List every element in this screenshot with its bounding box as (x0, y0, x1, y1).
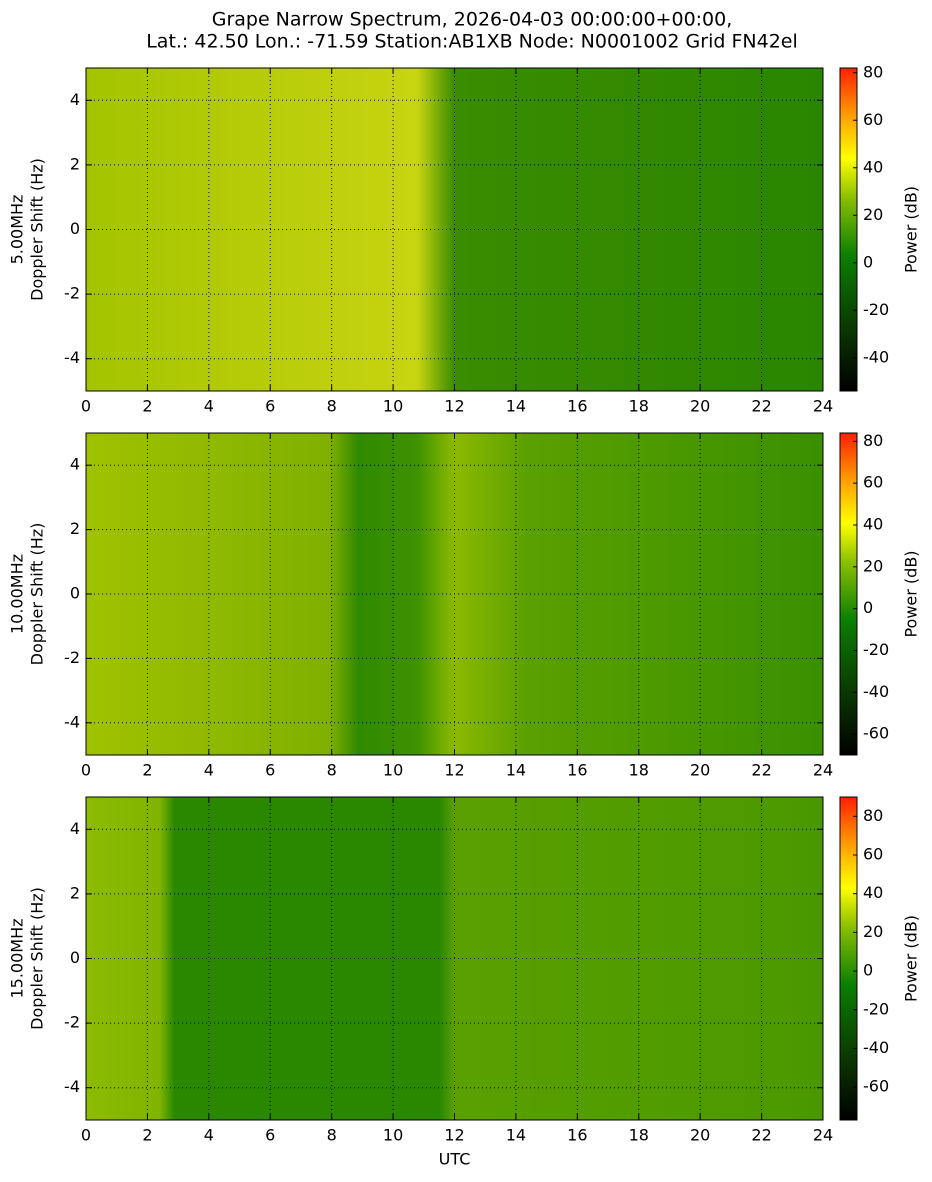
colorbar-tick-label: 0 (863, 252, 873, 271)
y-tick-label: -4 (64, 712, 80, 731)
x-tick-label: 4 (204, 1126, 214, 1145)
x-tick-label: 6 (265, 761, 275, 780)
y-axis-label: 5.00MHz (8, 195, 27, 265)
colorbar-label: Power (dB) (902, 915, 921, 1002)
colorbar-label: Power (dB) (902, 186, 921, 273)
colorbar-tick-label: -20 (863, 300, 889, 319)
colorbar-tick-label: 60 (863, 473, 883, 492)
y-tick-label: -4 (64, 348, 80, 367)
x-tick-label: 20 (690, 1126, 710, 1145)
x-axis-label: UTC (439, 1150, 471, 1169)
y-axis-label: Doppler Shift (Hz) (28, 158, 47, 301)
y-tick-label: -2 (64, 648, 80, 667)
x-tick-label: 0 (81, 761, 91, 780)
x-tick-label: 18 (629, 397, 649, 416)
y-tick-label: 4 (70, 90, 80, 109)
x-tick-label: 24 (813, 397, 833, 416)
x-tick-label: 12 (444, 761, 464, 780)
x-tick-label: 8 (327, 761, 337, 780)
x-tick-label: 14 (506, 761, 526, 780)
y-tick-label: 2 (70, 519, 80, 538)
x-tick-label: 16 (567, 1126, 587, 1145)
y-tick-label: 0 (70, 948, 80, 967)
chart-title: Grape Narrow Spectrum, 2026-04-03 00:00:… (212, 9, 733, 31)
y-axis-label: 15.00MHz (8, 918, 27, 998)
x-tick-label: 0 (81, 397, 91, 416)
colorbar-tick-label: 60 (863, 845, 883, 864)
colorbar-tick-label: -40 (863, 682, 889, 701)
plot-frame (85, 796, 824, 1121)
colorbar-tick-label: -40 (863, 347, 889, 366)
y-tick-label: -4 (64, 1077, 80, 1096)
y-tick-label: -2 (64, 284, 80, 303)
colorbar-tick-label: 0 (863, 961, 873, 980)
x-tick-label: 14 (506, 397, 526, 416)
x-tick-label: 6 (265, 397, 275, 416)
colorbar-tick-label: -60 (863, 724, 889, 743)
colorbar-tick-label: 20 (863, 205, 883, 224)
y-axis-label: 10.00MHz (8, 554, 27, 634)
x-tick-label: 2 (142, 397, 152, 416)
colorbar (839, 67, 858, 392)
colorbar (839, 796, 858, 1121)
x-tick-label: 12 (444, 1126, 464, 1145)
x-tick-label: 10 (383, 761, 403, 780)
colorbar-tick-label: 40 (863, 157, 883, 176)
x-tick-label: 12 (444, 397, 464, 416)
colorbar-tick-label: 80 (863, 431, 883, 450)
x-tick-label: 2 (142, 1126, 152, 1145)
colorbar-tick-label: 40 (863, 883, 883, 902)
y-tick-label: 0 (70, 584, 80, 603)
chart-title: Lat.: 42.50 Lon.: -71.59 Station:AB1XB N… (146, 31, 798, 53)
y-tick-label: 2 (70, 883, 80, 902)
y-axis-label: Doppler Shift (Hz) (28, 887, 47, 1030)
x-tick-label: 18 (629, 1126, 649, 1145)
x-tick-label: 4 (204, 761, 214, 780)
colorbar-tick-label: -20 (863, 999, 889, 1018)
x-tick-label: 20 (690, 761, 710, 780)
x-tick-label: 10 (383, 397, 403, 416)
colorbar-tick-label: -20 (863, 640, 889, 659)
x-tick-label: 18 (629, 761, 649, 780)
x-tick-label: 0 (81, 1126, 91, 1145)
x-tick-label: 10 (383, 1126, 403, 1145)
plot-frame (85, 67, 824, 392)
x-tick-label: 24 (813, 1126, 833, 1145)
x-tick-label: 14 (506, 1126, 526, 1145)
colorbar-tick-label: 80 (863, 806, 883, 825)
x-tick-label: 4 (204, 397, 214, 416)
colorbar-tick-label: 80 (863, 62, 883, 81)
colorbar-tick-label: -60 (863, 1077, 889, 1096)
colorbar-tick-label: -40 (863, 1038, 889, 1057)
colorbar-tick-label: 0 (863, 598, 873, 617)
colorbar-label: Power (dB) (902, 550, 921, 637)
x-tick-label: 24 (813, 761, 833, 780)
x-tick-label: 16 (567, 761, 587, 780)
y-axis-label: Doppler Shift (Hz) (28, 523, 47, 666)
plot-frame (85, 432, 824, 756)
colorbar-tick-label: 20 (863, 922, 883, 941)
x-tick-label: 22 (751, 1126, 771, 1145)
colorbar-tick-label: 40 (863, 515, 883, 534)
x-tick-label: 22 (751, 397, 771, 416)
y-tick-label: 4 (70, 455, 80, 474)
colorbar-tick-label: 20 (863, 556, 883, 575)
y-tick-label: -2 (64, 1013, 80, 1032)
colorbar-tick-label: 60 (863, 110, 883, 129)
x-tick-label: 2 (142, 761, 152, 780)
x-tick-label: 16 (567, 397, 587, 416)
x-tick-label: 6 (265, 1126, 275, 1145)
y-tick-label: 0 (70, 219, 80, 238)
x-tick-label: 22 (751, 761, 771, 780)
x-tick-label: 8 (327, 397, 337, 416)
y-tick-label: 2 (70, 154, 80, 173)
colorbar (839, 432, 858, 756)
y-tick-label: 4 (70, 819, 80, 838)
x-tick-label: 20 (690, 397, 710, 416)
x-tick-label: 8 (327, 1126, 337, 1145)
